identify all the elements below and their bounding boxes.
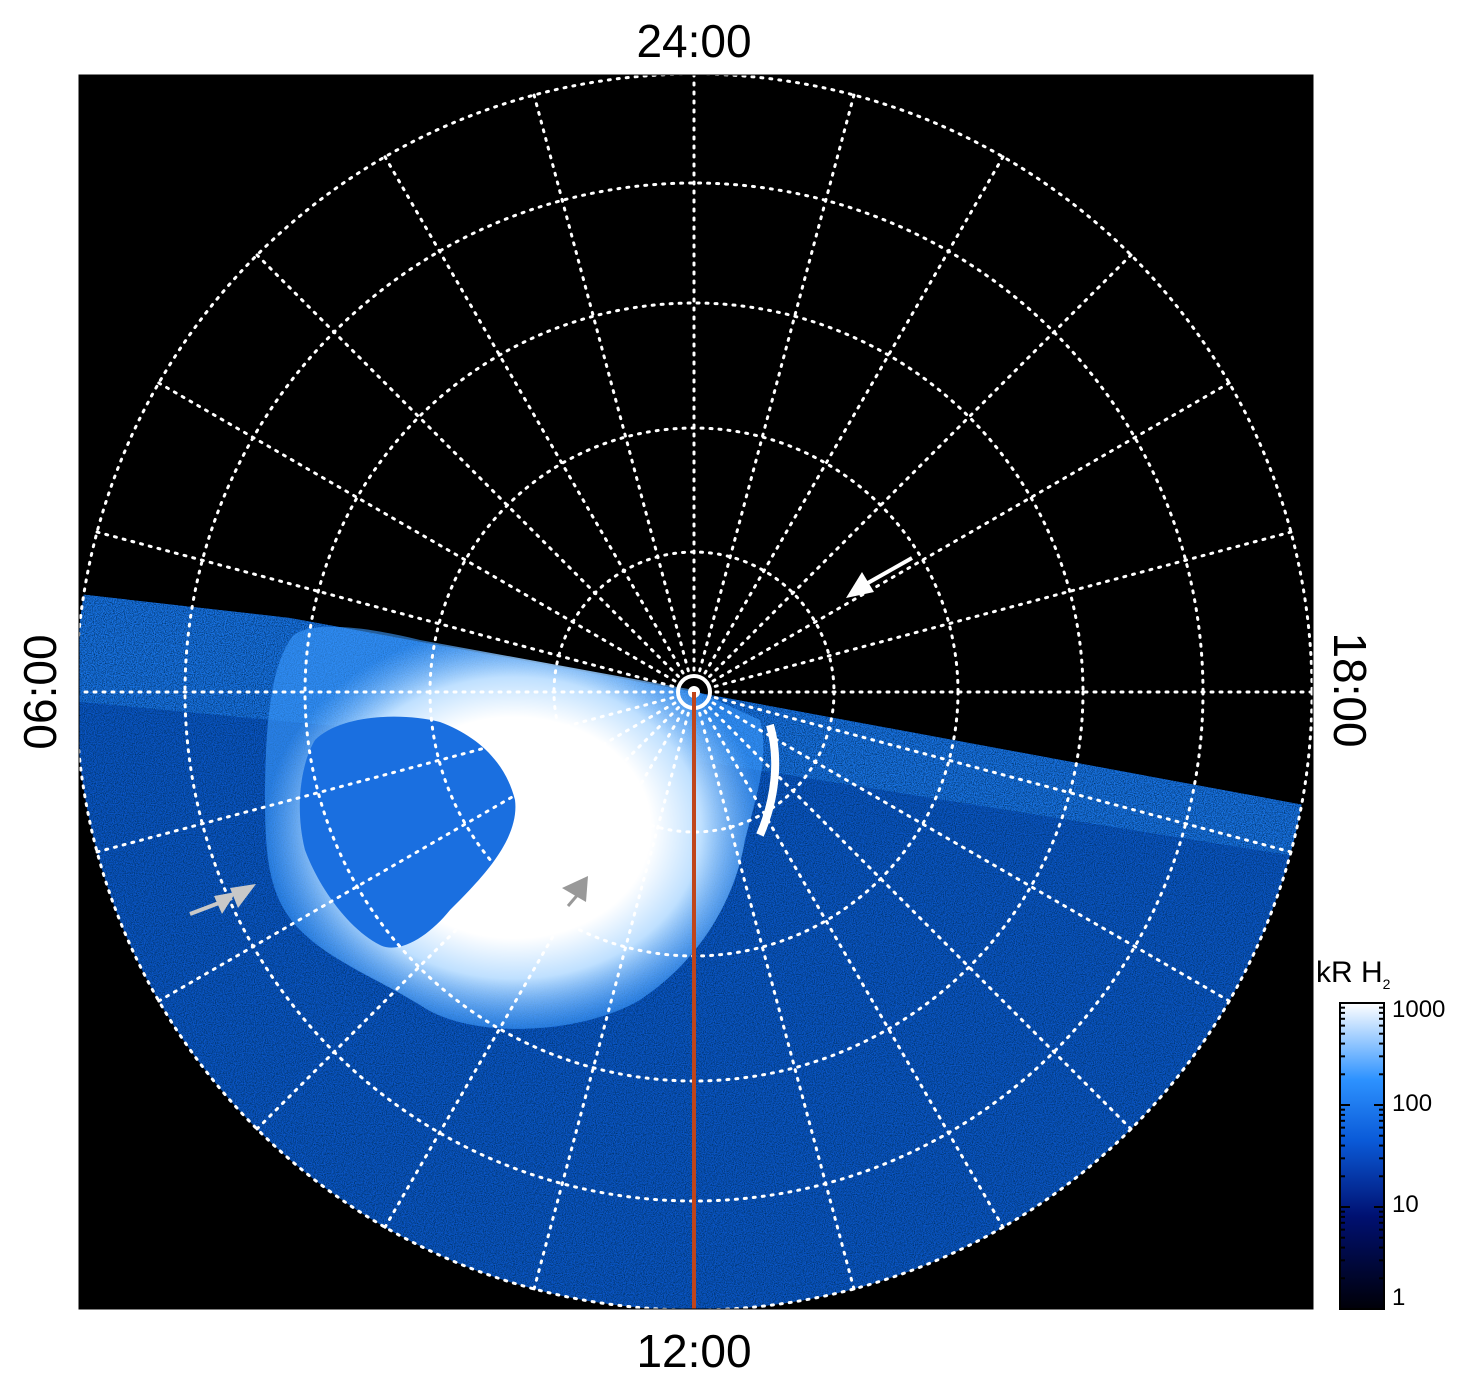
colorbar [1339,1002,1385,1310]
colorbar-tick-label: 1000 [1392,996,1446,1023]
label-24h: 24:00 [636,15,752,67]
grid-spoke [255,706,680,1131]
colorbar-title-main: kR H [1316,956,1383,989]
grid-spoke [713,530,1293,688]
grid-spoke [711,701,1231,1003]
grid-spoke [157,701,677,1003]
grid-spoke [383,155,685,675]
grid-spoke [255,253,680,678]
grid-spoke [711,381,1231,683]
grid-spoke [703,709,1005,1229]
grid-spoke [698,93,856,673]
colorbar-tick-label: 10 [1392,1191,1419,1218]
white-arrow [846,556,913,598]
grid-spoke [157,381,677,683]
colorbar-tick-label: 1 [1392,1284,1406,1311]
label-06h: 06:00 [14,634,66,750]
plot-frame [78,74,1314,1310]
grid-spoke [532,711,690,1291]
dusk-arc [756,723,780,837]
colorbar-gradient [1339,1002,1385,1310]
local-time-grid [74,72,1314,1312]
grid-spoke [708,253,1133,678]
gray-arrow-left [189,884,256,916]
grid-spoke [703,155,1005,675]
colorbar-title-sub: 2 [1382,976,1391,992]
label-18h: 18:00 [1324,632,1376,748]
label-12h: 12:00 [636,1325,752,1377]
colorbar-tick-label: 100 [1392,1090,1433,1117]
grid-spoke [95,696,675,854]
grid-spoke [383,709,685,1229]
grid-spoke [698,711,856,1291]
grid-spoke [95,530,675,688]
grid-spoke [532,93,690,673]
colorbar-title: kR H2 [1316,956,1391,992]
grid-spoke [713,696,1293,854]
gray-arrow-center [562,876,588,907]
grid-spoke [708,706,1133,1131]
